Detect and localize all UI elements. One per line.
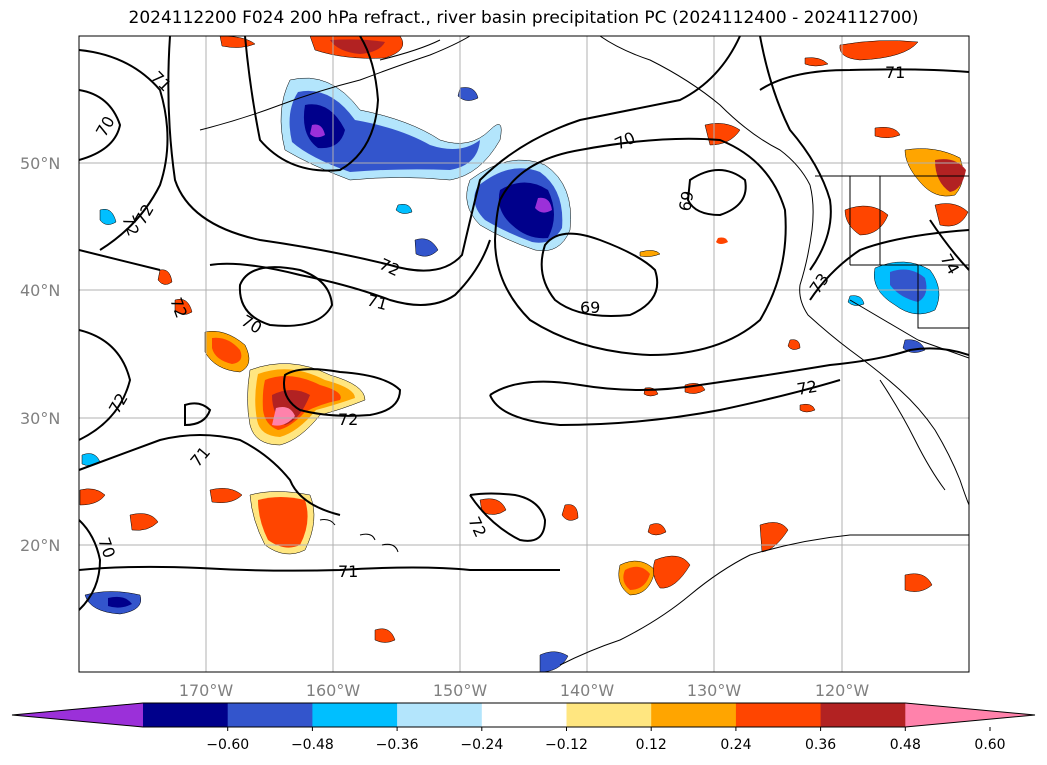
refractivity-contours (79, 36, 969, 611)
precipitation-shading (79, 36, 969, 672)
contour-69-inner (540, 232, 659, 317)
contour-label: 72 (795, 377, 818, 399)
contour-label: 71 (338, 562, 358, 581)
contour-label: 74 (937, 251, 964, 278)
hawaii-islands (319, 519, 399, 553)
colorbar-tick-label: −0.48 (291, 737, 334, 753)
colorbar-tick-label: 0.24 (720, 737, 751, 753)
contour-73-east (809, 229, 969, 301)
alaska-peninsula (379, 39, 441, 61)
contour-label: 72 (464, 514, 490, 540)
contour-71-east (759, 36, 832, 271)
colorbar-tick-label: −0.12 (545, 737, 588, 753)
colorbar-tick-label: −0.24 (460, 737, 503, 753)
colorbar-extend-low (12, 703, 143, 727)
contour-71-west (79, 434, 341, 516)
contour-label: 72 (105, 390, 132, 417)
contour-71-ne (759, 68, 969, 91)
colorbar-extend-high (905, 703, 1035, 727)
state-lines (849, 176, 969, 359)
contour-label: 70 (238, 311, 265, 338)
contour-label: 71 (885, 63, 905, 82)
contour-label: 70 (92, 113, 119, 140)
contour-label: 70 (612, 128, 638, 154)
contour-label: 72 (166, 295, 191, 321)
contour-72-return (489, 379, 841, 427)
contour-72-east (489, 347, 969, 396)
contour-72-loop (283, 368, 402, 417)
colorbar-tick-label: 0.48 (890, 737, 921, 753)
west-coast-na (799, 184, 969, 506)
contour-label: 71 (187, 443, 215, 471)
lat-label-30n: 30°N (20, 409, 60, 428)
coastlines (199, 36, 969, 666)
contour-label: 72 (338, 410, 358, 429)
contour-label: 73 (806, 270, 833, 298)
contour-72-south (469, 492, 547, 542)
lon-label-150w: 150°W (433, 681, 488, 700)
colorbar-segment (820, 703, 906, 727)
contour-label: 69 (675, 189, 697, 212)
contour-72-main (167, 36, 741, 272)
contour-70-nw (79, 89, 122, 161)
contour-71-nw (79, 49, 169, 251)
alaska-coast (199, 36, 471, 131)
contour-label: 72 (376, 254, 402, 280)
lon-label-140w: 140°W (560, 681, 615, 700)
lon-label-120w: 120°W (815, 681, 870, 700)
contour-71-north (244, 36, 380, 172)
contour-72-west (79, 329, 132, 441)
latitude-labels: 50°N 40°N 30°N 20°N (20, 154, 60, 555)
colorbar-tick-label: −0.36 (376, 737, 419, 753)
contour-71-south (79, 565, 560, 572)
mexico-coast (559, 534, 969, 666)
colorbar-segment (735, 703, 822, 727)
colorbar-segment (566, 703, 652, 727)
contour-74-east (929, 219, 969, 271)
lon-label-160w: 160°W (306, 681, 361, 700)
contour-70-south (79, 519, 102, 611)
colorbar-segment (481, 703, 567, 727)
contour-label: 70 (94, 535, 119, 561)
longitude-labels: 170°W 160°W 150°W 140°W 130°W 120°W (179, 681, 870, 700)
colorbar: −0.60 −0.48 −0.36 −0.24 −0.12 0.12 0.24 0.36 0.4… (11, 702, 1036, 753)
colorbar-tick-label: 0.60 (974, 737, 1005, 753)
baja-coast (879, 379, 946, 491)
lat-label-40n: 40°N (20, 281, 60, 300)
colorbar-segment (397, 703, 483, 727)
contour-label: 71 (365, 291, 390, 315)
colorbar-segment (143, 703, 229, 727)
lon-label-170w: 170°W (179, 681, 234, 700)
bc-coast (599, 36, 811, 186)
contour-labels: 71 70 72 72 70 71 72 72 71 72 71 70 72 7… (92, 63, 963, 581)
lat-label-50n: 50°N (20, 154, 60, 173)
colorbar-outline (11, 702, 1036, 728)
contour-label: 69 (580, 298, 600, 317)
colorbar-segment (227, 703, 313, 727)
contour-72-small (184, 402, 212, 427)
contour-69-east (686, 169, 747, 217)
colorbar-segment (651, 703, 737, 727)
contour-70-central (493, 137, 787, 357)
graticule (79, 36, 969, 672)
lat-label-20n: 20°N (20, 536, 60, 555)
colorbar-segment (312, 703, 398, 727)
figure-title: 2024112200 F024 200 hPa refract., river … (128, 8, 919, 28)
colorbar-tick-label: −0.60 (206, 737, 249, 753)
contour-label: 71 (147, 67, 175, 95)
colorbar-tick-label: 0.36 (805, 737, 836, 753)
map-frame (78, 35, 970, 673)
lon-label-130w: 130°W (687, 681, 742, 700)
colorbar-tick-label: 0.12 (636, 737, 667, 753)
contour-70-loop (238, 266, 334, 327)
